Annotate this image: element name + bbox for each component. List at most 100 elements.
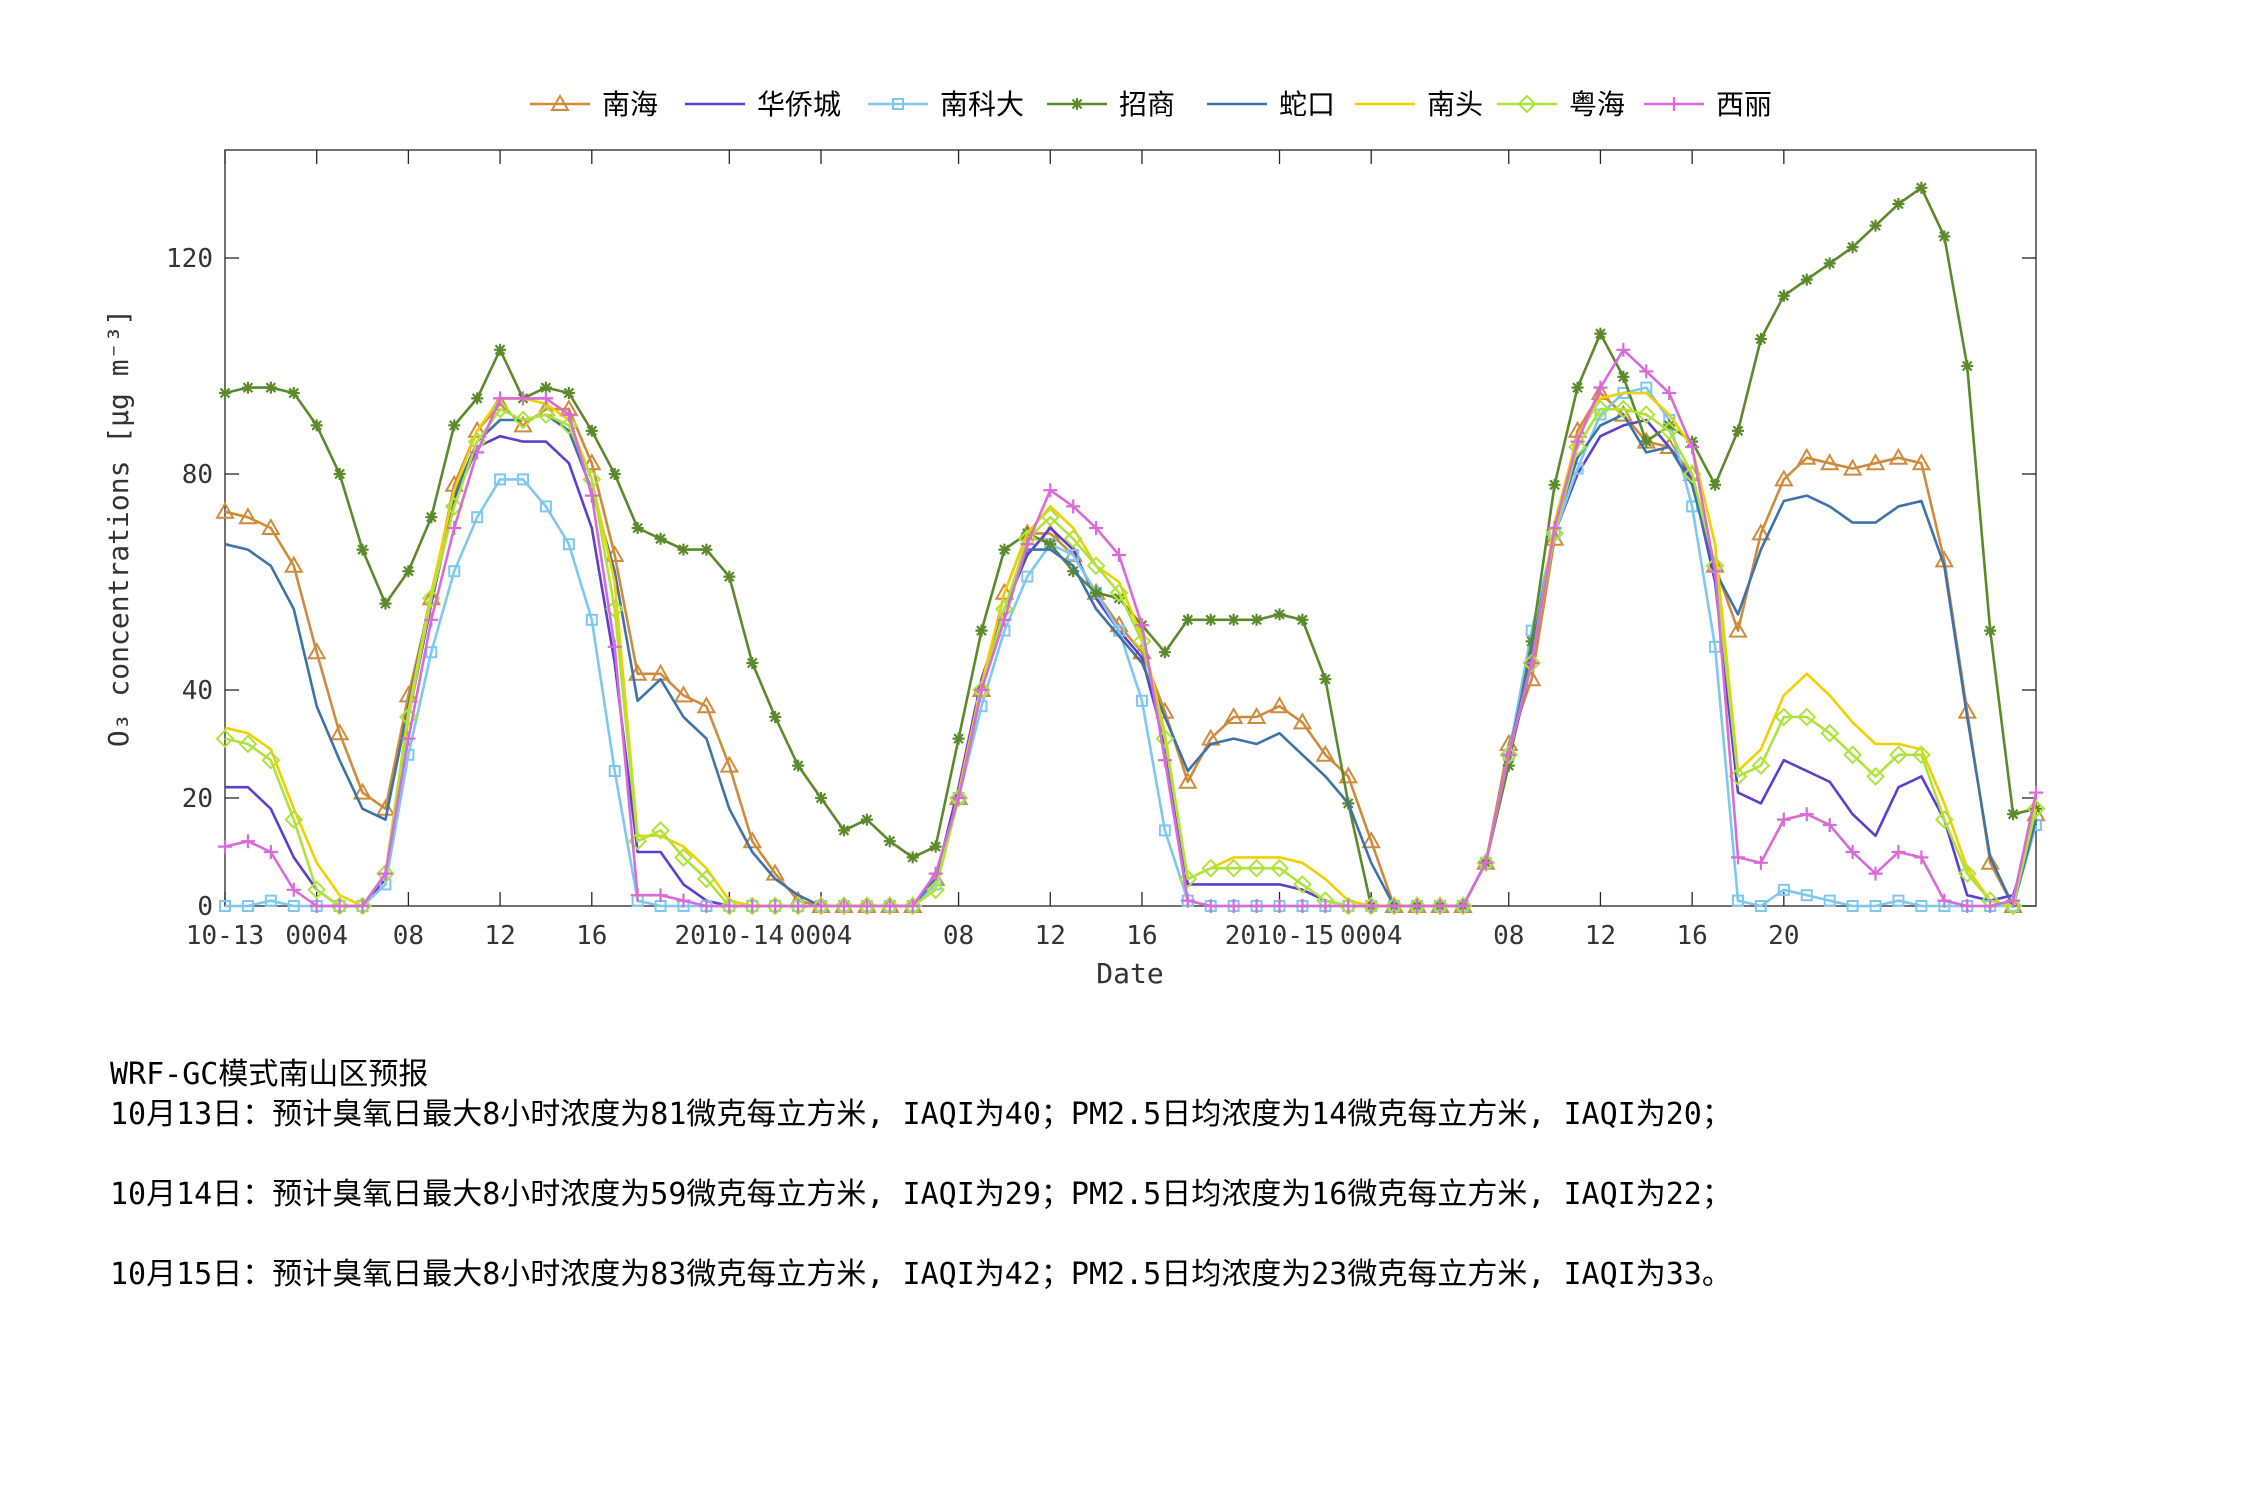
- data-point: [539, 381, 552, 394]
- data-point: [1753, 855, 1768, 870]
- data-point: [1410, 899, 1425, 913]
- data-point: [1226, 899, 1241, 913]
- data-point: [425, 511, 438, 524]
- data-point: [1112, 548, 1127, 562]
- data-point: [261, 750, 281, 770]
- chart-legend: 南海 华侨城 南科大 招商 蛇口 南头 粤海 西丽: [530, 88, 1772, 121]
- data-point: [333, 468, 346, 480]
- data-point: [539, 500, 552, 513]
- data-point: [1158, 824, 1171, 837]
- data-point: [1708, 564, 1723, 579]
- data-point: [444, 496, 464, 516]
- data-point: [585, 613, 598, 626]
- data-point: [1957, 864, 1977, 884]
- data-point: [448, 565, 461, 578]
- data-point: [1224, 858, 1244, 878]
- data-point: [1843, 745, 1863, 765]
- data-point: [722, 899, 737, 913]
- data-point: [585, 424, 598, 437]
- data-point: [1728, 620, 1748, 638]
- data-point: [1662, 386, 1677, 400]
- legend-label: 南海: [602, 88, 658, 121]
- data-point: [974, 683, 989, 697]
- data-point: [561, 407, 576, 422]
- legend-label: 南科大: [940, 88, 1024, 121]
- data-point: [1613, 399, 1633, 419]
- data-point: [1067, 549, 1080, 561]
- y-tick-label: 120: [166, 244, 213, 274]
- data-point: [1616, 342, 1631, 357]
- data-point: [493, 391, 508, 406]
- data-point: [631, 522, 644, 534]
- data-point: [1295, 899, 1310, 913]
- data-point: [470, 445, 485, 460]
- data-point: [1636, 405, 1656, 425]
- data-point: [1891, 845, 1906, 859]
- x-tick-label: 12: [1035, 921, 1066, 951]
- legend-marker: [550, 93, 570, 111]
- data-point: [677, 543, 690, 556]
- legend-label: 蛇口: [1279, 88, 1335, 121]
- data-point: [559, 415, 579, 435]
- data-point: [582, 453, 602, 471]
- data-point: [471, 392, 484, 405]
- data-point: [700, 543, 713, 556]
- data-point: [1915, 181, 1928, 194]
- data-point: [1157, 753, 1172, 768]
- x-tick-label: 16: [576, 921, 607, 951]
- data-point: [1842, 458, 1863, 476]
- data-point: [857, 896, 877, 916]
- data-point: [1819, 453, 1840, 471]
- data-point: [1980, 852, 2000, 870]
- legend-label: 南头: [1427, 88, 1483, 121]
- data-point: [994, 582, 1015, 600]
- data-point: [1728, 766, 1748, 786]
- forecast-line-day1: 10月13日：预计臭氧日最大8小时浓度为81微克每立方米, IAQI为40；PM…: [110, 1097, 1732, 1132]
- legend-item-4: 蛇口: [1207, 88, 1335, 121]
- series-1: [225, 418, 2038, 908]
- data-point: [1709, 478, 1722, 491]
- data-point: [1911, 453, 1932, 471]
- data-point: [1293, 874, 1312, 894]
- data-point: [1892, 894, 1905, 907]
- data-point: [928, 866, 943, 881]
- data-point: [1754, 333, 1767, 345]
- data-point: [448, 419, 461, 432]
- data-point: [1888, 447, 1909, 465]
- data-point: [1227, 613, 1240, 626]
- x-tick-label: 0004: [285, 921, 348, 951]
- data-point: [424, 612, 439, 627]
- data-point: [1132, 631, 1152, 651]
- data-point: [882, 899, 897, 913]
- data-point: [1570, 434, 1585, 449]
- data-point: [1846, 900, 1859, 912]
- data-point: [837, 824, 850, 837]
- data-point: [1659, 421, 1679, 441]
- data-point: [1640, 435, 1653, 448]
- data-point: [1571, 381, 1584, 394]
- data-point: [1249, 899, 1264, 913]
- data-point: [1823, 894, 1836, 907]
- data-point: [651, 820, 670, 840]
- data-point: [654, 532, 667, 545]
- data-point: [378, 866, 393, 881]
- data-point: [997, 612, 1012, 627]
- x-tick-label: 0004: [1340, 921, 1403, 951]
- data-point: [791, 899, 806, 913]
- legend-marker: [1517, 94, 1537, 114]
- data-point: [401, 731, 416, 746]
- data-point: [1178, 771, 1198, 789]
- series-4: [224, 413, 2038, 908]
- data-point: [1089, 521, 1104, 535]
- y-tick-label: 20: [182, 784, 213, 814]
- data-point: [1797, 447, 1817, 465]
- data-point: [356, 543, 369, 556]
- data-point: [284, 810, 304, 830]
- data-point: [1478, 855, 1493, 870]
- data-point: [1866, 766, 1885, 786]
- data-point: [765, 896, 785, 916]
- data-point: [1822, 818, 1837, 832]
- data-point: [1067, 565, 1080, 578]
- series-line: [224, 407, 2038, 908]
- data-point: [860, 813, 873, 826]
